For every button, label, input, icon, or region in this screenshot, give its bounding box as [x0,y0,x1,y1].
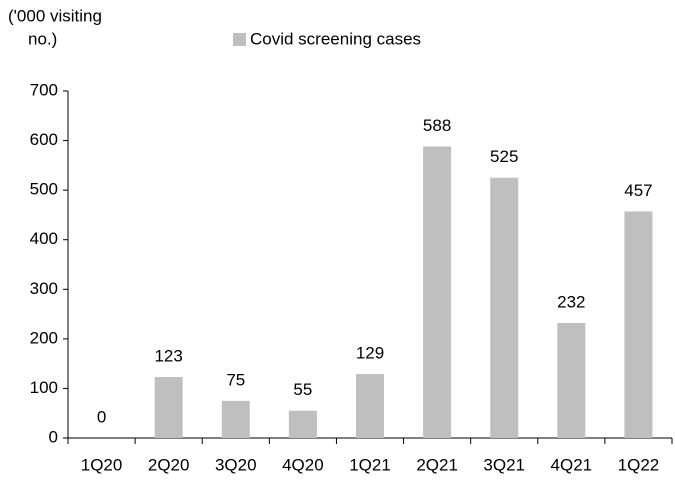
y-tick-label: 100 [30,378,58,397]
bar [356,374,384,438]
x-tick-label: 3Q21 [483,455,525,474]
x-tick-label: 2Q21 [416,455,458,474]
bar [557,322,586,438]
bar [221,400,250,438]
y-axis-label: no.) [28,29,57,48]
y-tick-label: 500 [30,180,58,199]
x-tick-label: 1Q20 [81,455,123,474]
y-axis-label: ('000 visiting [8,6,102,25]
x-tick-label: 1Q21 [349,455,391,474]
bar [624,211,653,438]
bar [423,146,452,438]
legend-label: Covid screening cases [250,29,421,48]
legend-swatch [233,33,246,46]
bar [490,177,519,438]
data-label: 588 [423,116,451,135]
data-label: 55 [293,380,312,399]
x-tick-label: 4Q20 [282,455,324,474]
x-tick-label: 1Q22 [618,455,660,474]
bar [154,377,183,438]
y-tick-label: 600 [30,130,58,149]
x-tick-label: 2Q20 [148,455,190,474]
data-label: 129 [356,344,384,363]
data-label: 457 [624,181,652,200]
y-tick-label: 700 [30,80,58,99]
y-tick-label: 0 [49,427,58,446]
data-label: 525 [490,147,518,166]
data-label: 123 [154,347,182,366]
bar [288,410,317,438]
y-tick-label: 300 [30,279,58,298]
y-tick-label: 400 [30,229,58,248]
x-tick-label: 4Q21 [551,455,593,474]
x-tick-label: 3Q20 [215,455,257,474]
data-label: 232 [557,292,585,311]
data-label: 75 [226,370,245,389]
y-tick-label: 200 [30,328,58,347]
data-label: 0 [97,407,106,426]
